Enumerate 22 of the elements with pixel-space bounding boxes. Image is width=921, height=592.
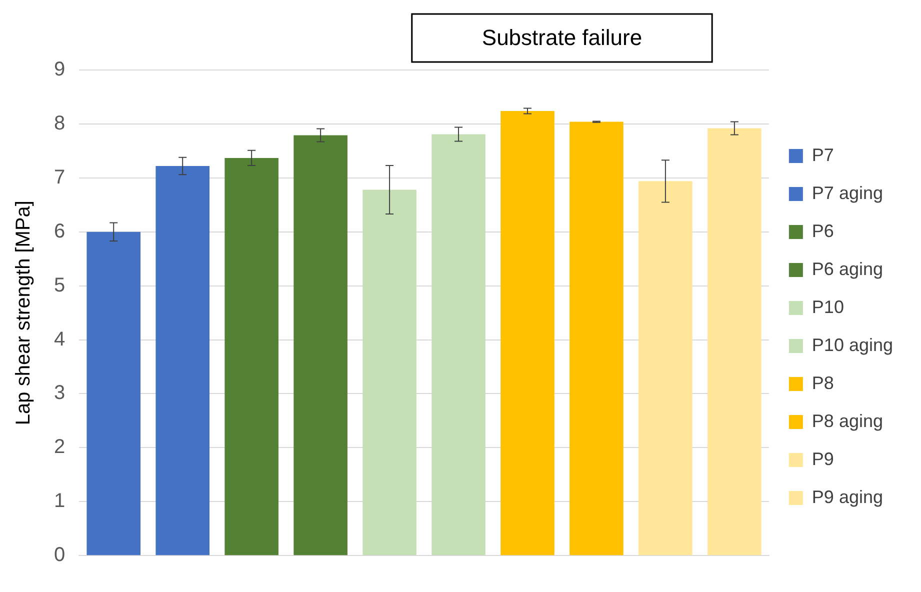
legend-label: P10	[812, 296, 844, 317]
y-tick-label: 8	[54, 112, 66, 134]
legend-label: P6	[812, 220, 834, 241]
y-tick-label: 4	[54, 328, 66, 350]
text: Substrate failure	[482, 25, 642, 50]
legend-label: P10 aging	[812, 334, 894, 355]
y-tick-label: 7	[54, 166, 66, 188]
legend-label: P8 aging	[812, 410, 883, 431]
y-tick-label: 2	[54, 436, 66, 458]
y-tick-label: 0	[54, 544, 66, 566]
legend-label: P7 aging	[812, 182, 883, 203]
y-tick-label: 1	[54, 490, 66, 512]
legend-label: P8	[812, 372, 834, 393]
y-axis-title: Lap shear strength [MPa]	[12, 200, 35, 426]
y-tick-label: 9	[54, 58, 66, 81]
y-tick-label: 3	[54, 382, 66, 404]
legend-label: P7	[812, 144, 834, 165]
y-tick-label: 5	[54, 274, 66, 296]
y-tick-label: 6	[54, 220, 66, 242]
legend-label: P9	[812, 448, 834, 469]
legend-label: P9 aging	[812, 486, 883, 507]
legend-label: P6 aging	[812, 258, 883, 279]
